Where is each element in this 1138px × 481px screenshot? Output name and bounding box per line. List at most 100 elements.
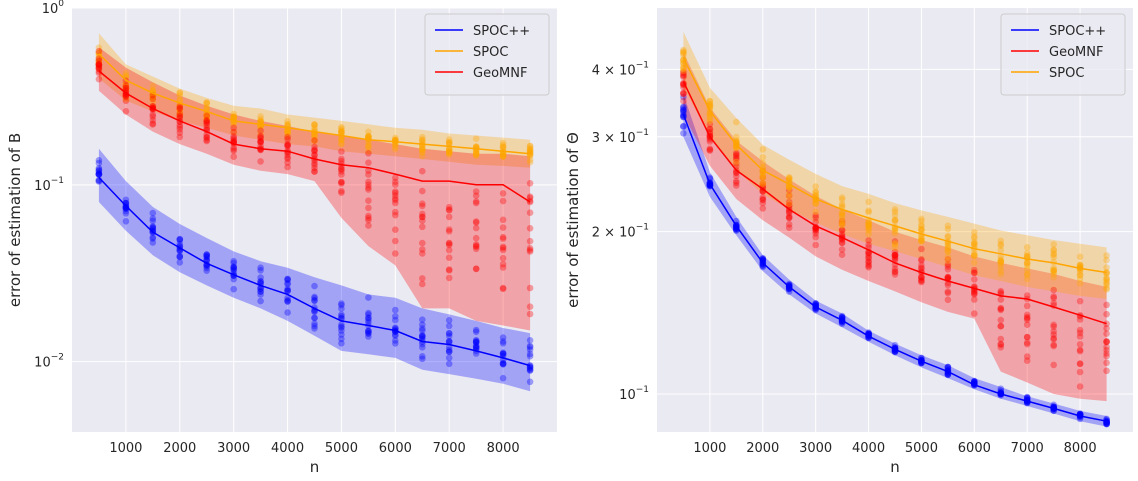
data-point (918, 217, 925, 225)
data-point (944, 266, 952, 273)
data-point (472, 344, 480, 352)
data-point (759, 179, 767, 187)
data-point (759, 154, 767, 161)
data-point (785, 214, 793, 222)
data-point (122, 218, 130, 225)
data-point (230, 264, 237, 271)
data-point (1103, 281, 1110, 289)
data-point (392, 195, 399, 202)
data-point (284, 287, 291, 294)
data-point (284, 285, 291, 293)
data-point (1023, 275, 1031, 283)
data-point (733, 133, 740, 141)
data-point (1023, 259, 1031, 266)
data-point (838, 194, 846, 201)
data-point (419, 316, 426, 324)
data-point (1076, 347, 1084, 355)
data-point (997, 335, 1005, 343)
data-point (257, 133, 264, 141)
data-point (176, 252, 184, 260)
data-point (997, 341, 1005, 349)
data-point (1076, 271, 1084, 279)
data-point (472, 151, 480, 159)
data-point (230, 267, 237, 275)
data-point (1023, 339, 1031, 346)
data-point (122, 69, 130, 77)
data-point (785, 174, 793, 181)
data-point (284, 130, 291, 138)
data-point (311, 143, 318, 151)
data-point (472, 234, 480, 242)
data-point (445, 151, 453, 158)
data-point (944, 289, 952, 297)
data-point (419, 334, 426, 341)
data-point (971, 378, 978, 385)
data-point (1050, 321, 1057, 329)
data-point (499, 360, 507, 368)
data-point (230, 114, 237, 121)
data-point (812, 214, 819, 221)
data-point (95, 55, 103, 63)
data-point (95, 61, 103, 68)
legend-box (1000, 13, 1126, 96)
data-point (918, 277, 925, 285)
data-point (971, 377, 978, 385)
data-point (865, 241, 872, 249)
data-point (230, 147, 237, 155)
data-point (472, 198, 480, 205)
x-tick-label: 5000 (325, 441, 358, 456)
data-point (499, 350, 507, 358)
data-point (499, 284, 507, 292)
data-point (785, 213, 793, 220)
data-point (365, 184, 372, 191)
data-point (944, 281, 952, 289)
data-point (95, 61, 103, 69)
data-point (284, 127, 291, 135)
data-point (526, 303, 534, 311)
data-point (499, 246, 507, 254)
data-point (392, 316, 399, 324)
legend: SPOC++ GeoMNF SPOC (1000, 13, 1126, 96)
data-point (311, 314, 318, 322)
data-point (392, 134, 399, 142)
data-point (338, 331, 345, 338)
data-point (338, 125, 345, 132)
data-point (230, 266, 237, 273)
data-point (311, 133, 318, 140)
data-point (1103, 310, 1110, 318)
data-point (284, 159, 291, 166)
data-point (526, 337, 534, 344)
points-geomnf (95, 47, 534, 318)
data-point (365, 144, 372, 151)
data-point (95, 57, 103, 65)
data-point (95, 57, 103, 65)
data-point (472, 245, 480, 253)
data-point (203, 251, 210, 258)
data-point (230, 136, 237, 143)
data-point (838, 246, 846, 253)
data-point (680, 106, 687, 114)
data-point (997, 289, 1005, 296)
data-point (838, 209, 846, 217)
data-point (122, 204, 130, 212)
data-point (1050, 264, 1057, 272)
data-point (203, 113, 210, 120)
data-point (284, 123, 291, 130)
data-point (203, 99, 210, 106)
data-point (257, 264, 264, 272)
data-point (149, 209, 157, 217)
data-point (499, 264, 507, 271)
data-point (944, 257, 952, 264)
data-point (419, 137, 426, 145)
data-point (838, 202, 846, 210)
data-point (284, 151, 291, 158)
data-point (257, 278, 264, 285)
data-point (1023, 292, 1031, 299)
data-point (971, 288, 978, 295)
data-point (176, 89, 184, 97)
data-point (95, 170, 103, 178)
data-point (944, 363, 952, 371)
data-point (785, 221, 793, 228)
data-point (918, 221, 925, 229)
